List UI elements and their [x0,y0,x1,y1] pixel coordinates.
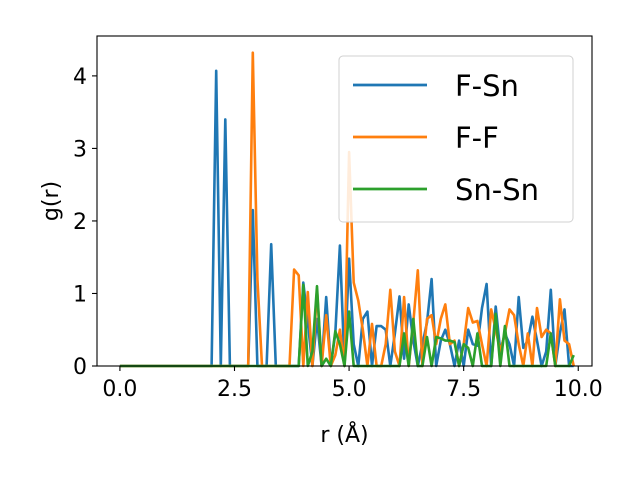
y-axis-label: g(r) [39,181,64,221]
x-tick-label: 7.5 [446,377,481,402]
x-tick-label: 2.5 [217,377,252,402]
legend-box [338,55,574,223]
y-tick-label: 2 [73,210,87,235]
x-tick-label: 5.0 [332,377,367,402]
x-axis-ticks: 0.0 2.5 5.0 7.5 10.0 [102,366,603,402]
legend: F-Sn F-F Sn-Sn [338,55,574,223]
y-axis-ticks: 0 1 2 3 4 [73,65,97,380]
axes-frame [96,35,593,367]
x-tick-label: 0.0 [102,377,137,402]
x-tick-label: 10.0 [554,377,603,402]
legend-label-sn-sn: Sn-Sn [455,173,539,207]
plot-area: 0.0 2.5 5.0 7.5 10.0 0 1 2 3 4 [73,35,603,402]
legend-label-f-sn: F-Sn [455,69,519,103]
x-axis-label: r (Å) [320,421,368,448]
y-tick-label: 3 [73,137,87,162]
y-tick-label: 0 [73,355,87,380]
y-tick-label: 1 [73,282,87,307]
y-tick-label: 4 [73,65,87,90]
legend-label-f-f: F-F [455,121,499,155]
